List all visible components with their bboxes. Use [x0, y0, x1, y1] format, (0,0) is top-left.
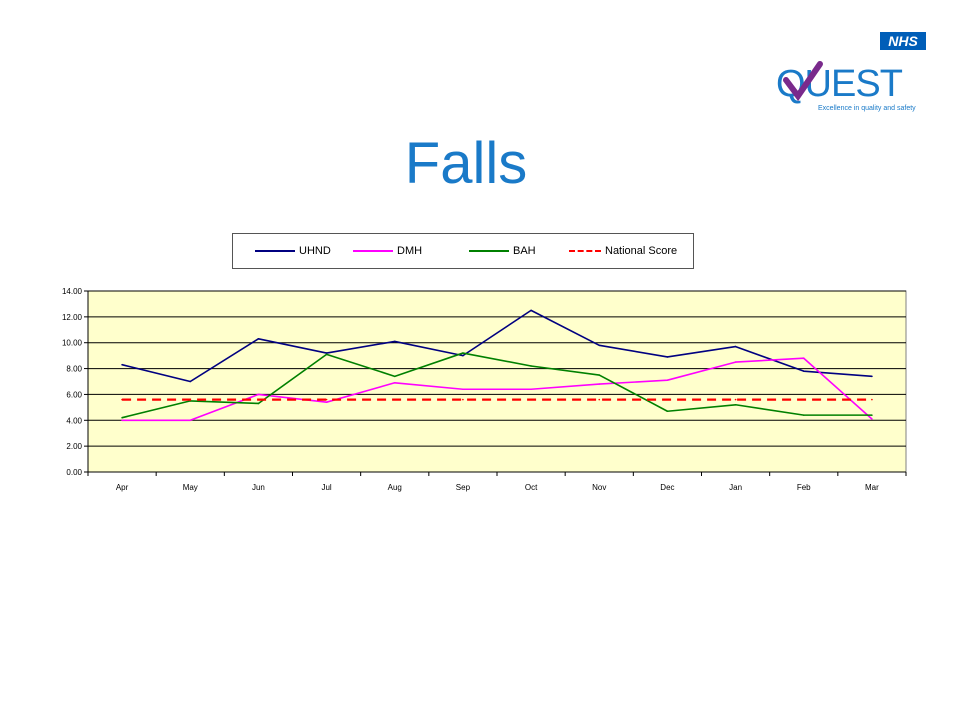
- data-point-dmh-jul: [325, 401, 328, 403]
- data-point-bah-apr: [121, 416, 123, 419]
- data-point-dmh-oct: [530, 388, 532, 391]
- x-tick-label-sep: Sep: [456, 483, 471, 492]
- data-point-uhnd-aug: [393, 340, 396, 343]
- data-point-dmh-apr: [121, 419, 123, 422]
- data-point-national-score-nov: [598, 398, 601, 401]
- data-point-uhnd-nov: [598, 344, 601, 347]
- data-point-national-score-jul: [325, 398, 328, 401]
- data-point-dmh-jun: [257, 393, 260, 396]
- x-tick-label-mar: Mar: [865, 483, 879, 492]
- y-tick-label-0: 0.00: [66, 468, 82, 477]
- data-point-dmh-feb: [802, 357, 805, 360]
- x-tick-label-jul: Jul: [321, 483, 331, 492]
- y-tick-label-1: 2.00: [66, 442, 82, 451]
- legend-item-uhnd: UHND: [255, 234, 331, 268]
- x-tick-label-jun: Jun: [252, 483, 265, 492]
- data-point-uhnd-jun: [257, 338, 260, 340]
- data-point-uhnd-sep: [462, 354, 464, 357]
- data-point-national-score-feb: [802, 398, 805, 401]
- nhs-text: NHS: [888, 33, 918, 49]
- data-point-national-score-oct: [530, 398, 532, 401]
- data-point-national-score-jun: [257, 398, 260, 401]
- legend-item-bah: BAH: [469, 234, 536, 268]
- legend-label-uhnd: UHND: [299, 245, 331, 257]
- series-line-uhnd: [121, 309, 872, 383]
- data-point-national-score-jan: [734, 398, 737, 401]
- data-point-dmh-mar: [871, 418, 873, 420]
- data-point-dmh-nov: [598, 383, 601, 385]
- data-point-dmh-aug: [393, 381, 396, 384]
- legend-swatch-uhnd: [255, 250, 295, 252]
- logo-tagline: Excellence in quality and safety: [818, 105, 916, 112]
- data-point-uhnd-jan: [734, 345, 737, 348]
- x-tick-label-may: May: [183, 483, 198, 492]
- data-point-bah-jul: [325, 353, 328, 356]
- data-point-national-score-may: [189, 398, 192, 401]
- data-point-uhnd-jul: [325, 352, 328, 354]
- data-point-uhnd-oct: [530, 309, 532, 312]
- data-point-bah-feb: [802, 414, 805, 416]
- y-tick-label-3: 6.00: [66, 390, 82, 399]
- quest-text: QUEST: [776, 63, 903, 105]
- plot-area: [87, 290, 907, 473]
- legend-label-national-score: National Score: [605, 245, 678, 257]
- x-tick-label-jan: Jan: [729, 483, 742, 492]
- data-point-bah-aug: [393, 375, 396, 378]
- data-point-national-score-apr: [121, 398, 123, 401]
- data-point-bah-jun: [257, 402, 260, 405]
- page-title: Falls: [404, 131, 528, 196]
- y-tick-label-2: 4.00: [66, 416, 82, 425]
- data-point-dmh-sep: [462, 388, 464, 391]
- x-tick-label-aug: Aug: [388, 483, 402, 492]
- y-tick-label-4: 8.00: [66, 365, 82, 374]
- data-point-uhnd-dec: [666, 356, 669, 358]
- nhs-quest-logo: NHS QUEST Excellence in quality and safe…: [772, 30, 932, 114]
- data-point-uhnd-mar: [871, 375, 873, 378]
- legend-swatch-national-score: [569, 250, 601, 252]
- data-point-national-score-sep: [462, 398, 464, 401]
- data-point-bah-nov: [598, 374, 601, 376]
- x-tick-label-dec: Dec: [660, 483, 674, 492]
- legend-swatch-dmh: [353, 250, 393, 252]
- data-point-bah-mar: [871, 414, 873, 416]
- x-tick-label-apr: Apr: [116, 483, 129, 492]
- data-point-bah-dec: [666, 410, 669, 413]
- legend-swatch-bah: [469, 250, 509, 252]
- x-tick-label-feb: Feb: [797, 483, 811, 492]
- legend-label-bah: BAH: [513, 245, 536, 257]
- data-point-uhnd-may: [189, 380, 192, 383]
- data-point-national-score-mar: [871, 398, 873, 401]
- data-point-bah-oct: [530, 365, 532, 367]
- data-point-bah-jan: [734, 403, 737, 406]
- data-point-dmh-jan: [734, 361, 737, 363]
- chart-legend: UHND DMH BAH National Score: [232, 233, 694, 269]
- series-line-bah: [121, 352, 872, 419]
- x-tick-label-oct: Oct: [525, 483, 538, 492]
- legend-item-dmh: DMH: [353, 234, 422, 268]
- legend-label-dmh: DMH: [397, 245, 423, 257]
- falls-line-chart: 0.00 2.00 4.00 6.00 8.00 10.00 12.00 14.00 Apr Ma…: [62, 287, 907, 492]
- check-icon: [783, 61, 823, 102]
- data-point-dmh-may: [189, 419, 192, 422]
- data-point-uhnd-apr: [121, 363, 123, 366]
- y-tick-label-6: 12.00: [62, 313, 83, 322]
- data-point-dmh-dec: [666, 379, 669, 382]
- data-point-national-score-dec: [666, 398, 669, 401]
- x-tick-label-nov: Nov: [592, 483, 606, 492]
- y-tick-label-7: 14.00: [62, 287, 83, 296]
- y-tick-label-5: 10.00: [62, 339, 83, 348]
- legend-item-national-score: National Score: [569, 234, 677, 268]
- data-point-bah-sep: [462, 352, 464, 354]
- data-point-national-score-aug: [393, 398, 396, 401]
- data-point-uhnd-feb: [802, 370, 805, 372]
